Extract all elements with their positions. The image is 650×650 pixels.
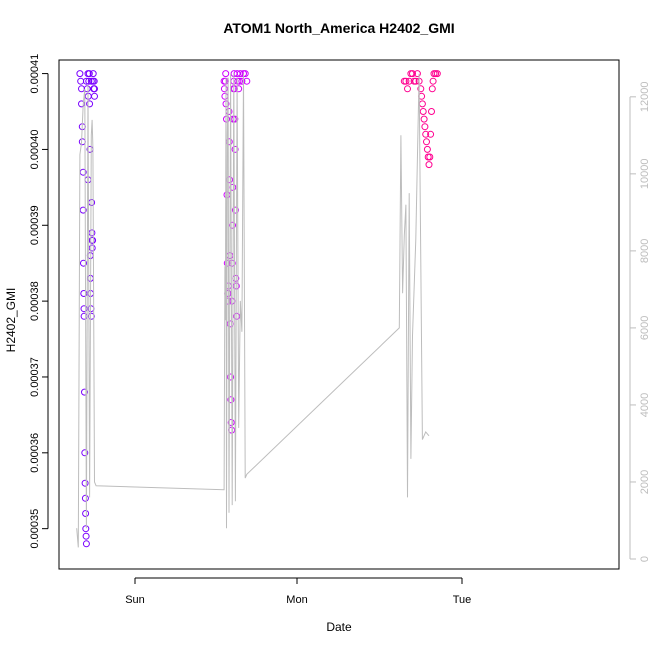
scatter-point [413, 70, 421, 78]
scatter-point [420, 115, 428, 123]
scatter-point [86, 100, 94, 108]
y-left-tick-label: 0.00040 [29, 130, 41, 170]
scatter-point [82, 532, 90, 540]
scatter-point [221, 92, 229, 100]
x-axis-label: Date [326, 620, 352, 634]
scatter-point [82, 510, 90, 517]
scatter-point [404, 85, 411, 93]
scatter-point [427, 130, 435, 138]
scatter-point [423, 138, 430, 146]
scatter-point [80, 312, 88, 320]
scatter-point [88, 229, 96, 237]
scatter-point [428, 85, 436, 93]
scatter-point [87, 312, 95, 320]
scatter-series [76, 70, 441, 548]
scatter-point [418, 100, 426, 108]
y-right-tick-label: 8000 [639, 239, 650, 263]
scatter-point [91, 85, 98, 93]
scatter-point [429, 77, 437, 85]
scatter-point [85, 77, 93, 85]
scatter-point [85, 70, 93, 78]
scatter-point [228, 259, 236, 267]
scatter-point [236, 70, 244, 78]
scatter-point [78, 138, 86, 146]
x-tick-label: Sun [125, 594, 145, 606]
scatter-point [422, 130, 430, 138]
scatter-point [80, 259, 87, 267]
scatter-point [235, 85, 243, 93]
x-tick-label: Tue [453, 594, 472, 606]
y-right-tick-label: 2000 [639, 470, 650, 494]
scatter-point [238, 77, 246, 85]
scatter-point [231, 206, 239, 214]
scatter-point [421, 123, 429, 131]
y-axis-label: H2402_GMI [4, 288, 18, 353]
series-line [76, 73, 430, 548]
x-tick-label: Mon [286, 594, 307, 606]
y-right-tick-label: 12000 [639, 82, 650, 113]
scatter-point [82, 540, 90, 548]
scatter-point [231, 145, 239, 153]
chart-title: ATOM1 North_America H2402_GMI [223, 20, 454, 36]
scatter-point [78, 85, 85, 93]
line-series [76, 73, 430, 548]
scatter-point [79, 206, 87, 214]
x-axis: Sun Mon Tue [125, 577, 472, 606]
scatter-point [426, 153, 434, 161]
scatter-point [433, 70, 441, 78]
y-left-tick-label: 0.00037 [29, 357, 41, 397]
y-left-tick-label: 0.00036 [29, 433, 41, 473]
scatter-point [89, 70, 97, 78]
scatter-point [91, 92, 98, 100]
y-right-tick-label: 10000 [639, 159, 650, 190]
scatter-point [419, 108, 427, 115]
scatter-point [76, 70, 84, 78]
scatter-point [423, 145, 431, 153]
scatter-point [425, 161, 433, 169]
scatter-point [81, 388, 88, 396]
scatter-point [88, 199, 96, 206]
scatter-point [222, 70, 230, 78]
scatter-point [90, 77, 98, 85]
scatter-point [405, 77, 413, 85]
scatter-point [89, 236, 97, 244]
y-left-tick-label: 0.00038 [29, 281, 41, 321]
scatter-point [81, 479, 89, 487]
scatter-point [409, 70, 416, 78]
y-right-tick-label: 0 [639, 556, 650, 562]
scatter-point [229, 221, 236, 229]
scatter-point [227, 373, 235, 381]
y-right-tick-label: 4000 [639, 393, 650, 417]
scatter-point [227, 419, 235, 426]
scatter-point [88, 244, 96, 252]
scatter-point [231, 115, 239, 123]
scatter-point [402, 77, 410, 85]
scatter-point [241, 70, 249, 78]
y-left-tick-label: 0.00041 [29, 54, 41, 94]
scatter-point [236, 77, 243, 85]
scatter-point [417, 85, 425, 93]
y-axis-right: 0 2000 4000 6000 8000 10000 12000 [629, 82, 650, 562]
y-left-tick-label: 0.00035 [29, 509, 41, 549]
y-axis-left: 0.00035 0.00036 0.00037 0.00038 0.00039 0.000… [29, 54, 49, 549]
scatter-point [81, 494, 89, 502]
scatter-point [81, 449, 89, 457]
scatter-point [82, 525, 90, 533]
scatter-point [220, 85, 228, 93]
y-right-tick-label: 6000 [639, 316, 650, 340]
scatter-point [227, 396, 235, 404]
plot-frame [58, 59, 620, 570]
scatter-point [428, 108, 435, 115]
y-left-tick-label: 0.00039 [29, 205, 41, 245]
scatter-point [77, 77, 85, 85]
